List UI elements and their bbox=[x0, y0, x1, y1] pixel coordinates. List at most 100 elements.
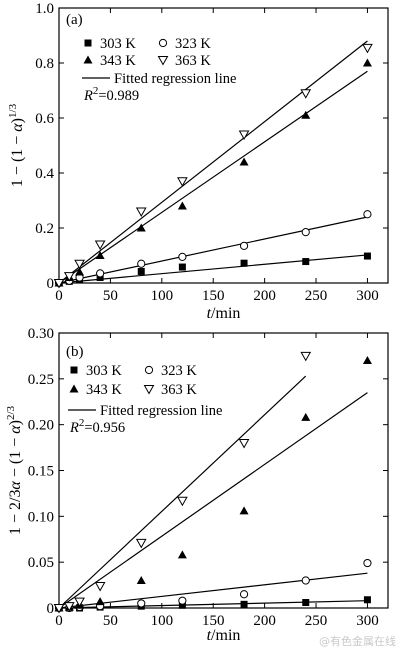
data-point-363k bbox=[63, 272, 75, 282]
legend-label: 323 K bbox=[161, 363, 197, 379]
data-point-343k bbox=[95, 251, 105, 259]
data-point-323k bbox=[239, 590, 249, 599]
data-point-363k bbox=[177, 177, 188, 187]
data-point-343k bbox=[136, 576, 146, 584]
x-tick-label: 50 bbox=[103, 288, 118, 304]
data-point-363k bbox=[94, 582, 106, 592]
data-point-323k bbox=[363, 210, 372, 219]
data-point-363k bbox=[135, 207, 147, 218]
x-tick-label: 300 bbox=[356, 613, 379, 629]
data-point-303k bbox=[178, 263, 186, 271]
data-point-303k bbox=[178, 601, 186, 609]
x-tick-label: 200 bbox=[253, 613, 276, 629]
data-point-323k bbox=[178, 252, 187, 261]
data-point-343k bbox=[239, 506, 249, 515]
legend-marker bbox=[84, 39, 92, 47]
data-point-363k bbox=[53, 279, 65, 289]
data-point-303k bbox=[240, 259, 248, 267]
legend-marker bbox=[83, 55, 93, 64]
legend-label: 363 K bbox=[175, 53, 211, 69]
data-point-343k bbox=[362, 58, 372, 67]
panel-a: 0 50 100 150 200 250 300 0 0.2 0.4 0.6 0.8 1.0 t/min 1… bbox=[7, 1, 389, 322]
data-point-363k bbox=[94, 240, 106, 251]
data-point-303k bbox=[363, 252, 371, 260]
fit-line-303k bbox=[58, 600, 368, 609]
fit-line-303k bbox=[58, 254, 368, 284]
legend-label: 323 K bbox=[175, 36, 211, 52]
fit-line-343k bbox=[58, 392, 368, 609]
data-point-343k bbox=[177, 201, 187, 210]
legend-marker bbox=[158, 38, 168, 48]
y-tick-label: 0.20 bbox=[28, 418, 54, 434]
y-tick-label: 1.0 bbox=[35, 1, 54, 17]
x-tick-label: 150 bbox=[202, 613, 225, 629]
data-point-303k bbox=[363, 596, 371, 604]
data-point-363k bbox=[238, 130, 250, 141]
panel-b: 0 50 100 150 200 250 300 0 0.05 0.10 0.15 0.20 0.25 0… bbox=[5, 326, 389, 644]
x-tick-label: 0 bbox=[55, 288, 63, 304]
y-tick-label: 0.6 bbox=[35, 111, 54, 127]
legend-label: 343 K bbox=[86, 382, 122, 398]
legend-label: 363 K bbox=[161, 382, 197, 398]
legend-fit-label: Fitted regression line bbox=[114, 71, 236, 87]
x-tick-label: 50 bbox=[103, 613, 118, 629]
data-point-343k bbox=[95, 597, 105, 606]
data-point-303k bbox=[302, 599, 310, 606]
y-tick-label: 0.8 bbox=[35, 56, 54, 72]
watermark: @有色金属在线 bbox=[319, 634, 396, 648]
fit-line-363k bbox=[58, 375, 307, 609]
data-point-363k bbox=[53, 604, 65, 614]
panel-label: (b) bbox=[66, 344, 84, 360]
data-point-343k bbox=[136, 223, 146, 232]
y-tick-label: 0.30 bbox=[28, 326, 54, 342]
y-tick-label: 0 bbox=[47, 601, 55, 617]
y-tick-label: 0 bbox=[47, 276, 55, 292]
plot-frame bbox=[58, 7, 389, 284]
data-point-303k bbox=[240, 600, 248, 608]
y-tick-label: 0.05 bbox=[28, 555, 54, 571]
legend-marker bbox=[69, 384, 79, 393]
data-point-323k bbox=[178, 596, 187, 605]
fit-line-323k bbox=[58, 216, 368, 284]
fit-line-343k bbox=[58, 70, 368, 284]
legend-marker bbox=[143, 385, 155, 395]
data-point-323k bbox=[239, 241, 249, 250]
legend-marker bbox=[157, 56, 169, 66]
legend-label: 303 K bbox=[100, 36, 136, 52]
fit-line-323k bbox=[58, 572, 368, 609]
y-axis-label: 1 − 2/3α − (1 − α)2/3 bbox=[5, 405, 24, 535]
x-tick-label: 100 bbox=[151, 613, 174, 629]
y-tick-label: 0.2 bbox=[35, 221, 54, 237]
y-axis-label: 1 − (1 − α)1/3 bbox=[7, 103, 26, 187]
x-tick-label: 250 bbox=[305, 288, 328, 304]
legend-label: 303 K bbox=[86, 363, 122, 379]
data-point-323k bbox=[96, 269, 105, 278]
legend-marker bbox=[144, 365, 154, 375]
r-squared-label: R2=0.989 bbox=[83, 85, 139, 104]
data-point-303k bbox=[96, 274, 104, 281]
legend-label: 343 K bbox=[100, 53, 136, 69]
legend-marker bbox=[70, 366, 78, 374]
data-point-363k bbox=[238, 439, 250, 449]
data-point-343k bbox=[177, 550, 187, 559]
data-point-363k bbox=[74, 597, 85, 608]
data-point-363k bbox=[177, 496, 188, 507]
r-squared-label: R2=0.956 bbox=[69, 417, 125, 436]
y-tick-label: 0.25 bbox=[28, 372, 54, 388]
data-point-343k bbox=[75, 267, 85, 276]
data-point-343k bbox=[301, 110, 311, 119]
data-point-343k bbox=[301, 412, 311, 421]
x-axis-label: t/min bbox=[207, 305, 241, 322]
y-tick-label: 0.4 bbox=[35, 166, 54, 182]
fit-line-363k bbox=[58, 40, 368, 284]
data-point-303k bbox=[302, 258, 310, 266]
data-point-323k bbox=[363, 558, 372, 568]
data-point-363k bbox=[135, 538, 147, 549]
x-tick-label: 0 bbox=[55, 613, 63, 629]
legend-fit-label: Fitted regression line bbox=[100, 403, 222, 419]
data-point-363k bbox=[74, 259, 85, 270]
data-point-363k bbox=[300, 351, 312, 362]
panel-label: (a) bbox=[66, 12, 83, 28]
x-tick-label: 200 bbox=[253, 288, 276, 304]
